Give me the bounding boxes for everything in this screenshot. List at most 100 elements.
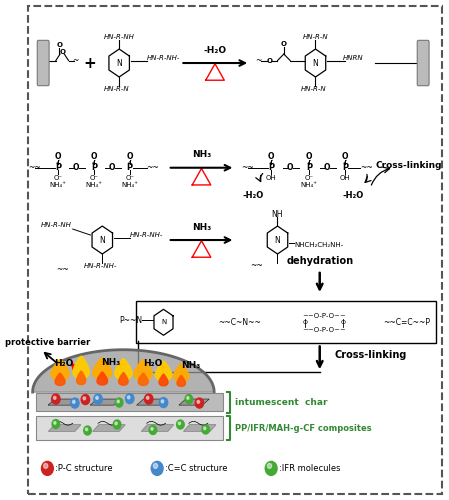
Circle shape bbox=[151, 462, 163, 475]
Polygon shape bbox=[141, 425, 174, 431]
Text: O⁻: O⁻ bbox=[125, 174, 134, 180]
Text: O: O bbox=[281, 41, 287, 47]
Text: +: + bbox=[83, 56, 96, 70]
Text: NH₃: NH₃ bbox=[192, 222, 211, 232]
Text: NH₃: NH₃ bbox=[181, 361, 201, 370]
Text: O: O bbox=[73, 163, 79, 172]
Circle shape bbox=[178, 422, 180, 424]
Text: O: O bbox=[268, 152, 274, 162]
Text: P: P bbox=[342, 163, 348, 172]
Text: O: O bbox=[306, 152, 313, 162]
Circle shape bbox=[204, 427, 206, 430]
Circle shape bbox=[85, 428, 88, 430]
Text: N: N bbox=[275, 236, 280, 244]
Text: HN-R-NH: HN-R-NH bbox=[40, 222, 71, 228]
Circle shape bbox=[154, 464, 158, 468]
Polygon shape bbox=[115, 358, 132, 380]
Polygon shape bbox=[73, 356, 89, 378]
Text: ~~: ~~ bbox=[250, 262, 263, 270]
Circle shape bbox=[185, 394, 193, 404]
Circle shape bbox=[187, 396, 189, 400]
Text: N: N bbox=[313, 58, 318, 68]
Text: protective barrier: protective barrier bbox=[5, 338, 90, 346]
Text: O: O bbox=[324, 163, 330, 172]
Text: NHCH₂CH₂NH-: NHCH₂CH₂NH- bbox=[295, 242, 343, 248]
Circle shape bbox=[176, 420, 184, 429]
Text: N: N bbox=[116, 58, 122, 68]
Text: ~: ~ bbox=[255, 56, 262, 65]
Circle shape bbox=[146, 396, 149, 400]
Text: O: O bbox=[267, 58, 273, 64]
Polygon shape bbox=[93, 425, 125, 431]
Circle shape bbox=[94, 394, 102, 404]
Text: HNRN: HNRN bbox=[343, 55, 364, 61]
Polygon shape bbox=[51, 360, 69, 380]
Text: ~~: ~~ bbox=[242, 163, 254, 172]
Polygon shape bbox=[97, 372, 108, 385]
Text: -H₂O: -H₂O bbox=[343, 190, 364, 200]
Circle shape bbox=[265, 462, 277, 475]
Circle shape bbox=[52, 394, 60, 404]
Text: HN-R-NH-: HN-R-NH- bbox=[130, 232, 163, 238]
Text: P: P bbox=[306, 163, 312, 172]
Polygon shape bbox=[119, 372, 128, 385]
Text: ~~: ~~ bbox=[28, 163, 41, 172]
Text: PP/IFR/MAH-g-CF composites: PP/IFR/MAH-g-CF composites bbox=[235, 424, 372, 432]
Circle shape bbox=[113, 420, 121, 429]
Circle shape bbox=[41, 462, 53, 475]
Circle shape bbox=[117, 400, 119, 403]
Polygon shape bbox=[138, 374, 148, 386]
Text: H₂O: H₂O bbox=[143, 359, 163, 368]
Text: ~~O-P-O~~: ~~O-P-O~~ bbox=[302, 327, 346, 333]
Circle shape bbox=[54, 422, 56, 424]
Polygon shape bbox=[55, 374, 65, 386]
Text: NH₄⁺: NH₄⁺ bbox=[121, 182, 138, 188]
Text: dehydration: dehydration bbox=[286, 256, 353, 266]
Text: O: O bbox=[127, 152, 133, 162]
Circle shape bbox=[73, 400, 75, 404]
Text: -H₂O: -H₂O bbox=[243, 190, 264, 200]
Text: O: O bbox=[91, 152, 97, 162]
Circle shape bbox=[267, 464, 272, 468]
Text: ~~C~N~~: ~~C~N~~ bbox=[218, 318, 261, 327]
Text: P: P bbox=[55, 163, 61, 172]
Text: O: O bbox=[303, 320, 308, 326]
Polygon shape bbox=[92, 358, 112, 379]
Text: ~~: ~~ bbox=[146, 163, 159, 172]
Circle shape bbox=[115, 398, 123, 407]
Text: O: O bbox=[55, 152, 61, 162]
Polygon shape bbox=[48, 425, 81, 431]
Text: HN-R-NH: HN-R-NH bbox=[104, 34, 135, 40]
Text: N: N bbox=[161, 320, 166, 326]
FancyBboxPatch shape bbox=[37, 40, 49, 86]
Text: -H₂O: -H₂O bbox=[203, 46, 227, 55]
Polygon shape bbox=[77, 371, 86, 384]
Text: HN-R-NH-: HN-R-NH- bbox=[84, 263, 117, 269]
Polygon shape bbox=[134, 360, 152, 380]
Circle shape bbox=[44, 464, 48, 468]
Circle shape bbox=[84, 426, 91, 435]
Text: O: O bbox=[342, 152, 348, 162]
Circle shape bbox=[70, 398, 79, 408]
Circle shape bbox=[115, 422, 117, 424]
Polygon shape bbox=[184, 425, 216, 431]
Text: O: O bbox=[59, 49, 65, 55]
Text: NH₄⁺: NH₄⁺ bbox=[85, 182, 102, 188]
Circle shape bbox=[195, 398, 203, 408]
Text: :P-C structure: :P-C structure bbox=[55, 464, 113, 473]
Text: NH: NH bbox=[272, 210, 283, 218]
Text: HN-R-N: HN-R-N bbox=[303, 34, 328, 40]
Text: ~~C=C~~P: ~~C=C~~P bbox=[383, 318, 430, 327]
Polygon shape bbox=[174, 364, 189, 382]
Text: ~: ~ bbox=[72, 56, 79, 65]
Text: N: N bbox=[99, 236, 105, 244]
Text: P~~N: P~~N bbox=[119, 316, 142, 325]
Text: O: O bbox=[340, 320, 345, 326]
Text: Cross-linking: Cross-linking bbox=[375, 160, 442, 170]
Circle shape bbox=[52, 420, 60, 428]
Text: O: O bbox=[287, 163, 293, 172]
Circle shape bbox=[128, 396, 130, 399]
Text: intumescent  char: intumescent char bbox=[235, 398, 328, 406]
FancyBboxPatch shape bbox=[36, 393, 224, 411]
Polygon shape bbox=[137, 399, 167, 405]
